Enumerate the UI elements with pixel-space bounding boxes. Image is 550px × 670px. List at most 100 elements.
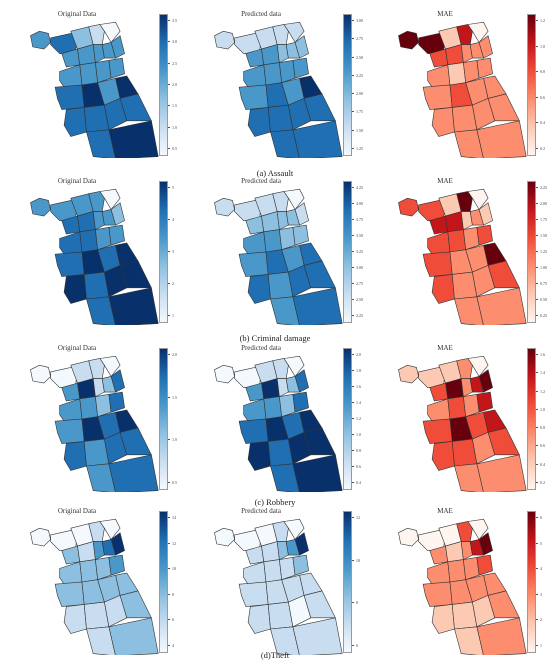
colorbar-tick-label: 3 xyxy=(168,249,174,254)
colorbar xyxy=(343,348,352,490)
map-region xyxy=(292,57,309,79)
map-region xyxy=(279,556,296,581)
map-region xyxy=(398,364,419,384)
map-region xyxy=(110,369,125,393)
map-panel: MAE 1.2 1.0 0.8 0.6 0.4 0.2 xyxy=(370,8,550,158)
map-region xyxy=(292,224,309,246)
map-region xyxy=(478,369,493,393)
choropleth-map xyxy=(398,355,527,492)
map-region xyxy=(95,393,112,418)
panel-title: Predicted data xyxy=(241,177,281,185)
choropleth-map xyxy=(398,188,527,325)
colorbar-tick-label: 1.6 xyxy=(536,352,545,357)
figure-row: Original Data 14 12 10 8 6 4 Predicted data 12 10… xyxy=(0,505,550,670)
map-region xyxy=(88,358,105,379)
colorbar-tick-label: 2 xyxy=(536,617,542,623)
map-region xyxy=(247,604,271,634)
colorbar-tick-label: 1.2 xyxy=(536,388,545,394)
map-panel: MAE 1.6 1.4 1.2 1.0 0.8 0.6 0.4 0.2 xyxy=(370,342,550,492)
colorbar-tick-label: 1.0 xyxy=(536,43,545,49)
map-region xyxy=(214,197,235,217)
map-region xyxy=(88,191,105,212)
map-region xyxy=(447,62,467,86)
colorbar xyxy=(527,511,536,653)
colorbar-tick-label: 0.8 xyxy=(536,425,545,431)
colorbar-tick-label: 12 xyxy=(168,540,176,546)
map-region xyxy=(272,358,289,379)
panel-title: MAE xyxy=(437,507,453,515)
map-region xyxy=(456,358,473,379)
colorbar-tick-label: 1.5 xyxy=(168,394,177,400)
map-region xyxy=(108,454,159,492)
map-panel: Predicted data 2.0 1.8 1.6 1.4 1.2 1.0 0.8 0.6 0.… xyxy=(186,342,369,492)
colorbar-tick-label: 2.0 xyxy=(352,352,361,357)
colorbar-tick-label: 5 xyxy=(168,185,174,190)
map-region xyxy=(292,287,343,325)
choropleth-map xyxy=(214,518,343,655)
map-region xyxy=(447,229,467,253)
map-panel: Original Data 14 12 10 8 6 4 xyxy=(2,505,185,655)
map-region xyxy=(86,463,116,492)
colorbar-tick-label: 2.25 xyxy=(352,72,363,78)
map-region xyxy=(454,463,484,492)
map-region xyxy=(95,226,112,251)
map-region xyxy=(422,251,453,277)
map-region xyxy=(398,30,419,50)
map-region xyxy=(467,355,489,377)
map-region xyxy=(279,226,296,251)
map-region xyxy=(478,35,493,59)
colorbar-tick-label: 3.00 xyxy=(352,265,363,270)
map-region xyxy=(30,30,51,50)
map-region xyxy=(59,398,83,422)
map-panel: Original Data 5 4 3 2 1 xyxy=(2,175,185,325)
map-region xyxy=(427,64,451,88)
colorbar-tick-label: 0.5 xyxy=(168,480,177,485)
map-region xyxy=(99,355,121,377)
map-region xyxy=(30,197,51,217)
map-region xyxy=(243,64,267,88)
map-region xyxy=(427,561,451,585)
panel-title: Original Data xyxy=(57,344,97,352)
colorbar-tick-label: 5 xyxy=(536,540,542,546)
colorbar-tick-label: 2.75 xyxy=(352,36,363,42)
colorbar-tick-label: 1.50 xyxy=(536,233,547,238)
colorbar xyxy=(527,181,536,323)
colorbar-tick-label: 2.0 xyxy=(168,82,177,87)
colorbar-tick-label: 0.2 xyxy=(536,146,545,151)
map-region xyxy=(247,274,271,304)
map-region xyxy=(478,202,493,226)
colorbar-tick-label: 0.6 xyxy=(536,443,545,449)
map-region xyxy=(214,527,235,547)
choropleth-map xyxy=(30,355,159,492)
panel-title: Original Data xyxy=(57,10,97,18)
map-region xyxy=(279,393,296,418)
map-region xyxy=(478,532,493,556)
map-region xyxy=(54,251,85,277)
map-region xyxy=(108,224,125,246)
map-region xyxy=(294,532,309,556)
map-region xyxy=(270,463,300,492)
map-region xyxy=(54,84,85,110)
map-region xyxy=(294,369,309,393)
map-region xyxy=(292,391,309,413)
map-region xyxy=(110,532,125,556)
colorbar-tick-label: 1.2 xyxy=(536,18,545,23)
map-region xyxy=(243,398,267,422)
colorbar-tick-label: 0.4 xyxy=(536,120,545,126)
map-region xyxy=(463,556,480,581)
map-panel: MAE 2.25 2.00 1.75 1.50 1.25 1.00 0.75 0.50 0.25 xyxy=(370,175,550,325)
panel-title: MAE xyxy=(437,10,453,18)
colorbar-tick-label: 1.4 xyxy=(352,400,361,405)
map-region xyxy=(447,396,467,420)
panel-title: MAE xyxy=(437,344,453,352)
map-region xyxy=(108,120,159,158)
colorbar xyxy=(343,14,352,156)
map-region xyxy=(86,626,116,655)
colorbar-tick-label: 1.0 xyxy=(168,437,177,443)
map-region xyxy=(283,518,305,540)
map-panel: MAE 6 5 4 3 2 1 xyxy=(370,505,550,655)
colorbar-tick-label: 0.4 xyxy=(536,461,545,467)
colorbar-tick-label: 3.50 xyxy=(352,233,363,238)
map-region xyxy=(63,604,87,634)
map-region xyxy=(30,527,51,547)
